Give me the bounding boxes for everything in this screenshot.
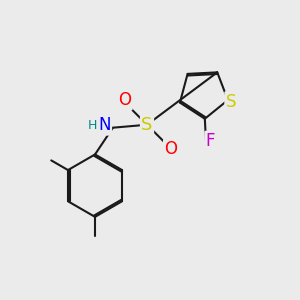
Text: N: N [98, 116, 111, 134]
Text: S: S [226, 93, 236, 111]
Text: H: H [87, 119, 97, 132]
Text: S: S [141, 116, 153, 134]
Text: O: O [118, 92, 131, 110]
Text: F: F [206, 132, 215, 150]
Text: O: O [164, 140, 177, 158]
